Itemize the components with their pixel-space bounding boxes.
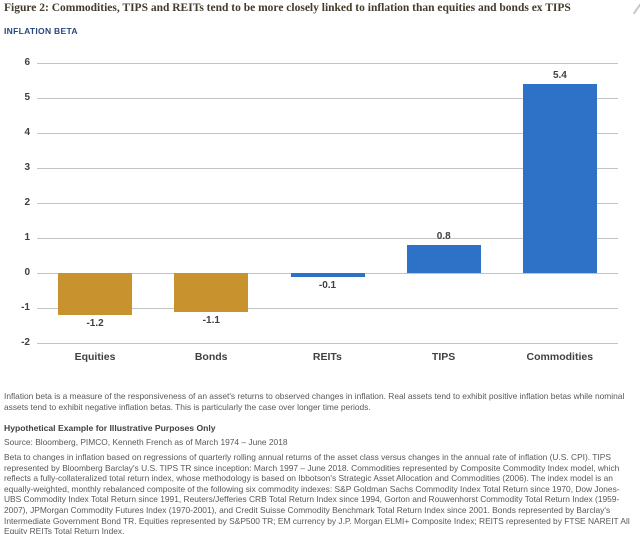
value-label-tips: 0.8	[436, 231, 451, 242]
value-label-equities: -1.2	[86, 318, 104, 329]
figure-title: Figure 2: Commodities, TIPS and REITs te…	[4, 2, 571, 14]
value-label-commodities: 5.4	[552, 70, 567, 81]
value-label-reits: -0.1	[318, 279, 337, 291]
category-label-equities: Equities	[74, 351, 116, 363]
value-label-bonds: -1.1	[202, 314, 220, 326]
category-label-reits: REITs	[312, 351, 342, 363]
y-tick-4: 4	[24, 127, 30, 138]
y-tick-0: 0	[24, 267, 30, 278]
bar-tips	[406, 245, 481, 273]
gridline-y-4	[37, 133, 618, 134]
category-label-bonds: Bonds	[194, 351, 228, 363]
y-tick-2: 2	[24, 197, 30, 208]
footnote-source: Source: Bloomberg, PIMCO, Kenneth French…	[4, 437, 288, 447]
y-tick-6: 6	[24, 57, 30, 68]
bar-commodities	[522, 84, 597, 273]
gridline-y--1	[37, 308, 618, 309]
y-tick-1: 1	[24, 232, 30, 243]
gridline-y-5	[37, 98, 618, 99]
bar-equities	[58, 273, 133, 315]
category-label-tips: TIPS	[431, 351, 456, 363]
bar-reits	[290, 273, 365, 277]
category-label-commodities: Commodities	[526, 351, 594, 363]
gridline-y-1	[37, 238, 618, 239]
footnote-inflation-beta-definition: Inflation beta is a measure of the respo…	[4, 391, 625, 412]
y-tick-3: 3	[24, 162, 30, 173]
y-tick-5: 5	[24, 92, 30, 103]
gridline-y--2	[37, 343, 618, 344]
bar-bonds	[174, 273, 249, 312]
gridline-y-3	[37, 168, 618, 169]
gridline-y-2	[37, 203, 618, 204]
y-tick--1: -1	[21, 302, 30, 313]
y-tick--2: -2	[21, 337, 30, 348]
y-axis-title: INFLATION BETA	[4, 26, 78, 36]
footnote-methodology: Beta to changes in inflation based on re…	[4, 452, 630, 534]
inflation-beta-bar-chart: 6 5 4 3 2 1 0 -1 -2 -1.2 Equities -1.1 Bonds -0.1 REIT…	[21, 57, 618, 363]
gridline-y-6	[37, 63, 618, 64]
footnote-hypothetical-example: Hypothetical Example for Illustrative Pu…	[4, 423, 216, 433]
